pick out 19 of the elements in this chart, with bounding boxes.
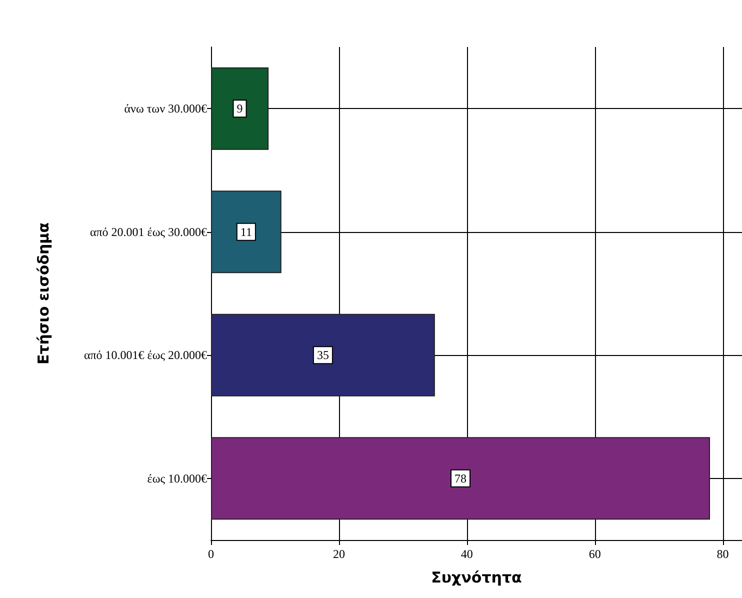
x-tick-label: 60: [588, 547, 601, 561]
y-tick-label: από 10.001€ έως 20.000€: [84, 348, 207, 362]
y-axis-title: Ετήσιο εισόδημα: [34, 222, 52, 365]
bar: [211, 190, 282, 274]
data-label: 78: [454, 471, 467, 486]
y-tick-label: άνω των 30.000€: [124, 102, 207, 116]
x-tick-label: 40: [460, 547, 473, 561]
y-tick-label: από 20.001 έως 30.000€: [90, 224, 207, 239]
data-label: 35: [316, 348, 329, 362]
x-axis-title: Συχνότητα: [431, 568, 522, 586]
bar: [211, 67, 269, 150]
y-tick-label: έως 10.000€: [147, 471, 207, 486]
x-tick-label: 20: [332, 547, 345, 561]
data-label: 11: [240, 224, 252, 239]
x-tick-label: 0: [208, 547, 214, 561]
data-label: 9: [236, 102, 243, 116]
x-tick-label: 80: [716, 547, 729, 561]
bar: [211, 314, 435, 396]
bar: [211, 437, 710, 520]
